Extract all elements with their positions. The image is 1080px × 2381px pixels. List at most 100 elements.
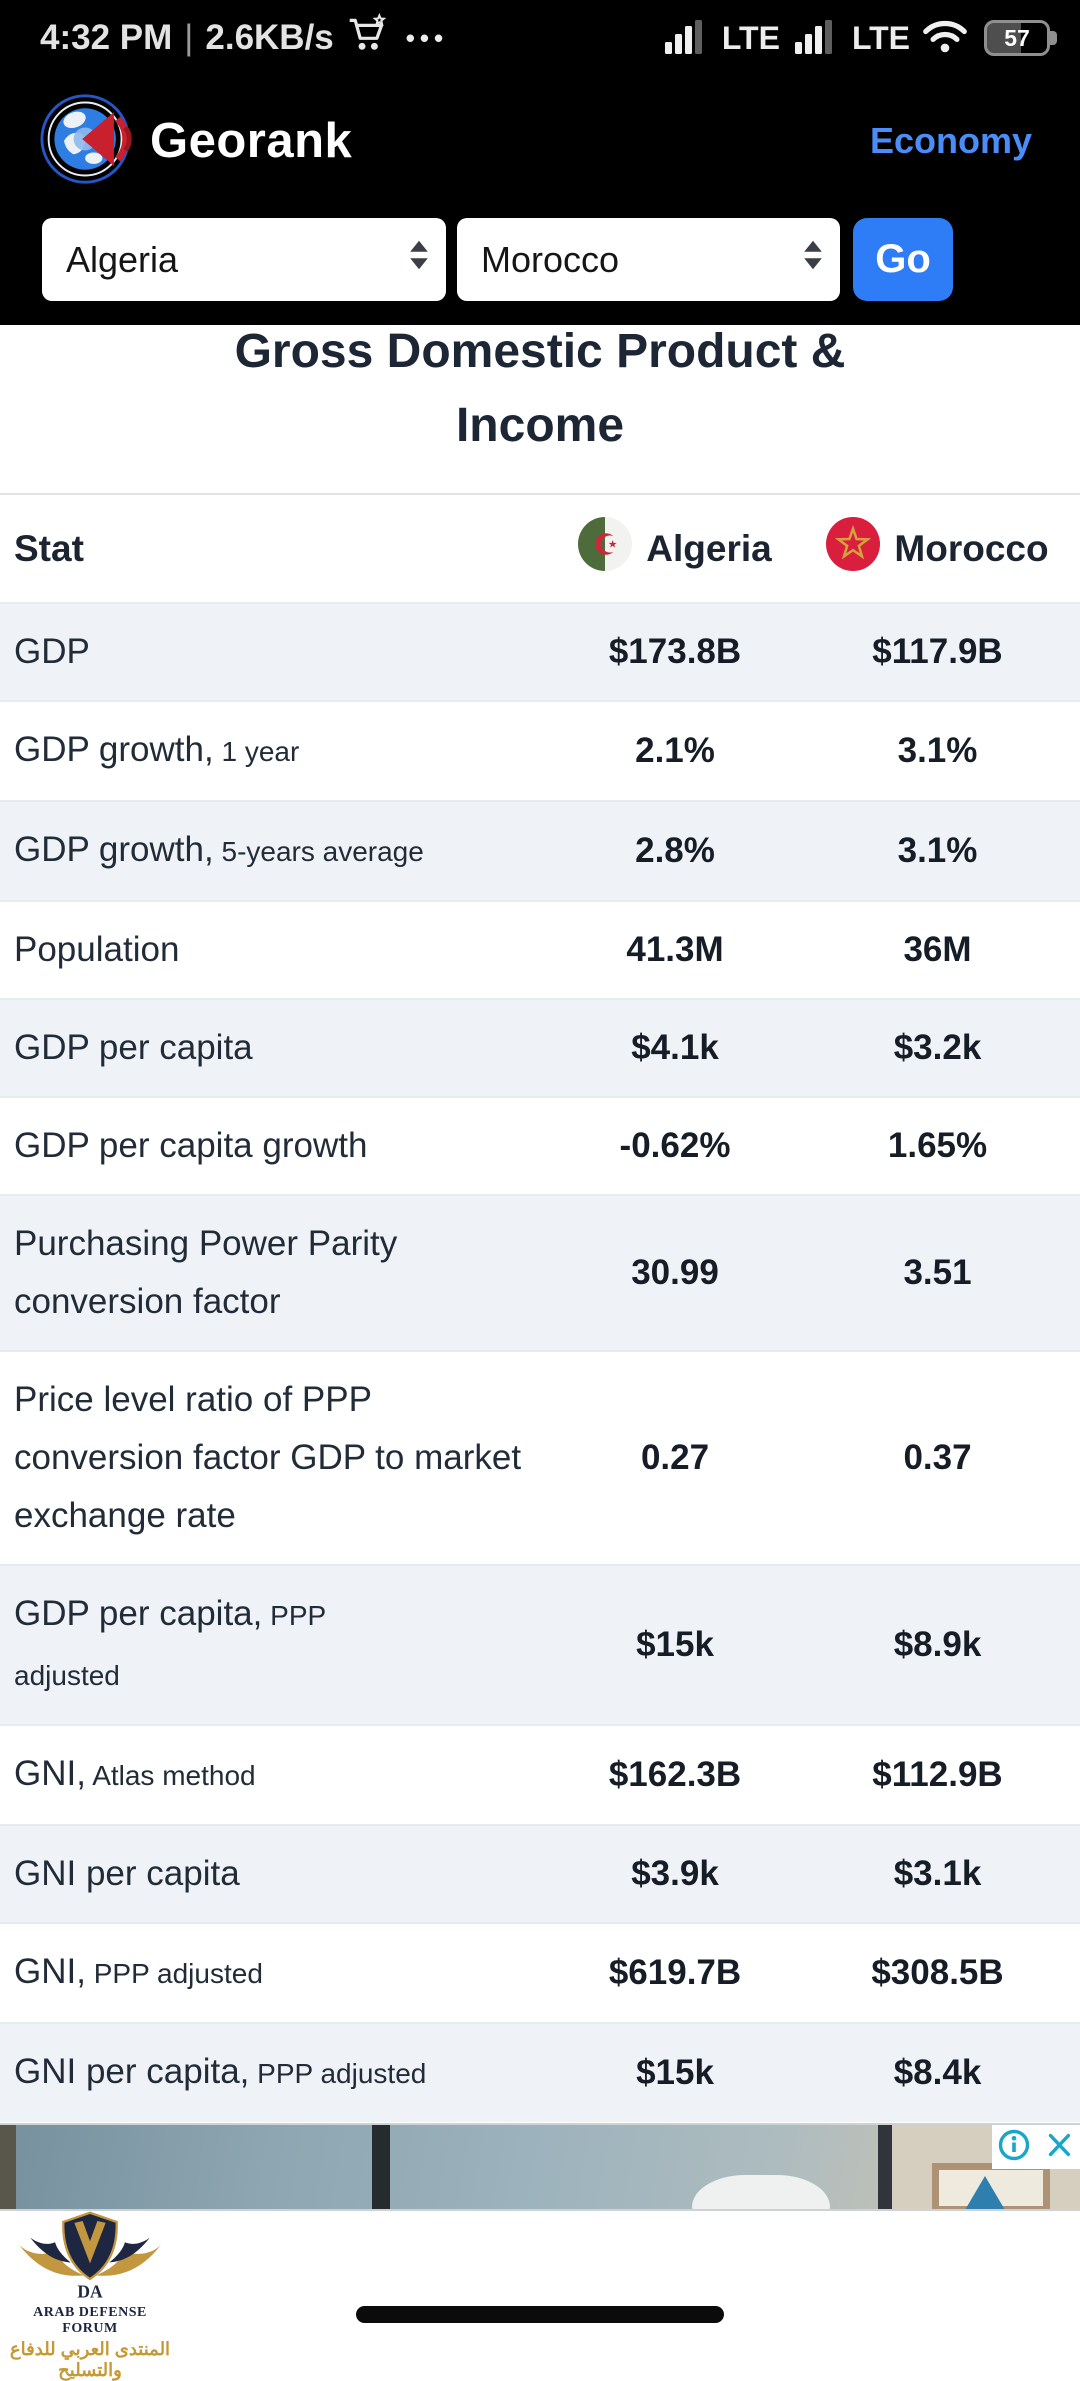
ad-photo-shelf: [0, 2125, 16, 2209]
home-indicator[interactable]: [356, 2306, 724, 2323]
morocco-value: $117.9B: [795, 602, 1080, 701]
nav-link-economy[interactable]: Economy: [869, 120, 1032, 161]
algeria-flag-icon: [578, 517, 633, 580]
algeria-value: 30.99: [555, 1194, 795, 1351]
stat-label: GDP per capita: [0, 998, 555, 1097]
column-header-stat: Stat: [0, 494, 555, 603]
page-title: Gross Domestic Product & Income: [234, 325, 846, 452]
algeria-value: 41.3M: [555, 900, 795, 999]
table-row: Purchasing Power Parity conversion facto…: [0, 1194, 1080, 1351]
wifi-icon: [922, 19, 968, 58]
morocco-value: $112.9B: [795, 1724, 1080, 1825]
algeria-value: $15k: [555, 1564, 795, 1725]
algeria-value: 2.1%: [555, 700, 795, 801]
table-row: GDP per capita, PPP adjusted $15k $8.9k: [0, 1564, 1080, 1725]
battery-percent: 57: [1004, 24, 1030, 51]
globe-logo-icon: [40, 91, 136, 192]
algeria-value: -0.62%: [555, 1096, 795, 1195]
forum-watermark: DA ARAB DEFENSE FORUM المنتدى العربي للد…: [6, 2210, 174, 2381]
table-row: GDP per capita growth -0.62% 1.65%: [0, 1096, 1080, 1195]
stat-label: GNI per capita, PPP adjusted: [0, 2022, 555, 2122]
stat-label: Population: [0, 900, 555, 999]
brand-name: Georank: [150, 114, 353, 168]
algeria-value: $3.9k: [555, 1824, 795, 1923]
status-bar: 4:32 PM | 2.6KB/s •••: [0, 0, 1080, 70]
table-row: GDP growth, 1 year 2.1% 3.1%: [0, 700, 1080, 801]
forum-crest-icon: DA: [10, 2211, 170, 2306]
morocco-value: 36M: [795, 900, 1080, 999]
table-header-row: Stat: [0, 494, 1080, 603]
stat-label: GDP: [0, 602, 555, 701]
network-type-label-1: LTE: [721, 19, 780, 56]
stat-label: GDP growth, 1 year: [0, 700, 555, 801]
select-arrows-icon: [802, 238, 824, 281]
morocco-header-label: Morocco: [894, 527, 1049, 569]
morocco-value: $8.4k: [795, 2022, 1080, 2122]
ad-photo-picture-frame: [932, 2163, 1050, 2209]
cart-icon: [346, 12, 388, 64]
table-row: GDP per capita $4.1k $3.2k: [0, 998, 1080, 1097]
morocco-value: $308.5B: [795, 1922, 1080, 2023]
table-row: Price level ratio of PPP conversion fact…: [0, 1350, 1080, 1565]
table-row: GNI, Atlas method $162.3B $112.9B: [0, 1724, 1080, 1825]
algeria-value: $619.7B: [555, 1922, 795, 2023]
algeria-value: $4.1k: [555, 998, 795, 1097]
go-button[interactable]: Go: [853, 218, 953, 301]
ad-banner[interactable]: [0, 2123, 1080, 2211]
morocco-flag-icon: [826, 517, 881, 580]
stat-label: Price level ratio of PPP conversion fact…: [0, 1350, 555, 1565]
stats-table-body: GDP $173.8B $117.9B GDP growth, 1 year 2.1% 3…: [0, 602, 1080, 2122]
algeria-value: 0.27: [555, 1350, 795, 1565]
status-divider: |: [184, 18, 194, 57]
forum-name: ARAB DEFENSE FORUM: [33, 2305, 147, 2336]
clock: 4:32 PM: [40, 18, 173, 57]
ad-photo-window-frame: [878, 2125, 892, 2209]
adchoices-controls: [992, 2125, 1080, 2169]
morocco-value: $3.2k: [795, 998, 1080, 1097]
stat-label: Purchasing Power Parity conversion facto…: [0, 1194, 555, 1351]
algeria-header-label: Algeria: [646, 527, 772, 569]
forum-name-arabic: المنتدى العربي للدفاع والتسليح: [9, 2339, 171, 2380]
algeria-value: $15k: [555, 2022, 795, 2122]
ad-photo-triangle-art: [965, 2176, 1005, 2209]
table-row: GDP growth, 5-years average 2.8% 3.1%: [0, 800, 1080, 901]
column-header-algeria: Algeria: [555, 494, 795, 603]
country-select-1[interactable]: Algeria: [42, 218, 446, 301]
table-row: GNI per capita $3.9k $3.1k: [0, 1824, 1080, 1923]
country-select-2-value: Morocco: [481, 238, 620, 280]
top-app-chrome: 4:32 PM | 2.6KB/s •••: [0, 0, 1080, 325]
column-header-morocco: Morocco: [795, 494, 1080, 603]
algeria-value: $173.8B: [555, 602, 795, 701]
stat-label: GDP growth, 5-years average: [0, 800, 555, 901]
algeria-value: 2.8%: [555, 800, 795, 901]
signal-bars-icon-1: [662, 16, 710, 61]
stat-label: GNI, Atlas method: [0, 1724, 555, 1825]
morocco-value: 3.1%: [795, 700, 1080, 801]
table-row: GNI per capita, PPP adjusted $15k $8.4k: [0, 2022, 1080, 2122]
stat-label: GNI, PPP adjusted: [0, 1922, 555, 2023]
algeria-value: $162.3B: [555, 1724, 795, 1825]
network-type-label-2: LTE: [851, 19, 910, 56]
signal-bars-icon-2: [792, 16, 840, 61]
app-header: Georank Economy: [0, 70, 1080, 212]
ad-photo-cup: [692, 2175, 830, 2209]
morocco-value: 3.1%: [795, 800, 1080, 901]
country-select-2[interactable]: Morocco: [457, 218, 840, 301]
morocco-value: 3.51: [795, 1194, 1080, 1351]
network-speed: 2.6KB/s: [205, 18, 334, 57]
stat-label: GNI per capita: [0, 1824, 555, 1923]
table-row: Population 41.3M 36M: [0, 900, 1080, 999]
morocco-value: 1.65%: [795, 1096, 1080, 1195]
stats-table: Stat: [0, 493, 1080, 2122]
stat-label: GDP per capita growth: [0, 1096, 555, 1195]
country-compare-controls: Algeria Morocco Go: [42, 218, 1080, 302]
country-select-1-value: Algeria: [66, 238, 179, 280]
select-arrows-icon: [408, 238, 430, 281]
page-content: Gross Domestic Product & Income Stat: [0, 305, 1080, 2122]
ad-info-icon[interactable]: [997, 2128, 1031, 2167]
brand-logo[interactable]: Georank: [40, 91, 352, 192]
ad-photo-window-frame: [372, 2125, 390, 2209]
forum-initials: DA: [77, 2281, 103, 2301]
ad-close-icon[interactable]: [1043, 2129, 1075, 2166]
morocco-value: 0.37: [795, 1350, 1080, 1565]
